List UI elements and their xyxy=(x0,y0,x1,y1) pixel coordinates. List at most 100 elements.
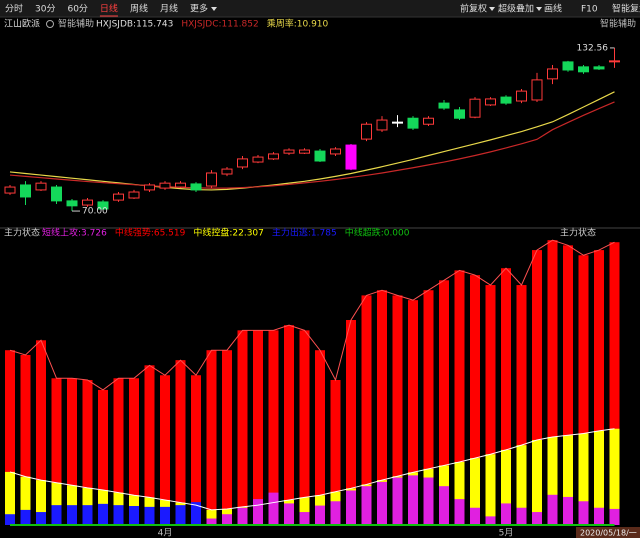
bar xyxy=(237,330,248,525)
toolbar-item[interactable]: 日线 xyxy=(100,3,118,15)
assist-icon[interactable] xyxy=(46,20,54,28)
bar xyxy=(377,481,387,525)
toolbar-item[interactable]: 智能复盘 xyxy=(612,3,640,15)
bar xyxy=(532,512,542,525)
dropdown-arrow xyxy=(210,7,217,11)
candle-body xyxy=(454,109,465,119)
toolbar-item[interactable]: F10 xyxy=(581,5,598,15)
bar xyxy=(36,512,46,525)
bar xyxy=(20,476,31,525)
bar xyxy=(253,499,263,525)
candle-body xyxy=(392,121,403,124)
bar xyxy=(113,505,124,525)
candle-body xyxy=(82,199,93,206)
toolbar-item[interactable]: 60分 xyxy=(67,4,87,15)
bar xyxy=(299,512,310,525)
legend-entry: 中线强势:65.519 xyxy=(115,227,186,239)
assist-label-right[interactable]: 智能辅助 xyxy=(600,18,636,30)
bar xyxy=(501,268,511,525)
bar xyxy=(501,449,511,525)
bar xyxy=(547,436,558,525)
bar xyxy=(268,492,279,525)
bar xyxy=(222,350,232,525)
bar xyxy=(439,486,449,525)
candle-body xyxy=(97,201,109,210)
legend-entry: 中线控盘:22.307 xyxy=(193,227,264,239)
x-tick-label: 5月 xyxy=(499,528,514,538)
bar xyxy=(144,365,155,525)
bar xyxy=(253,330,263,525)
bar xyxy=(206,509,217,525)
candle-body xyxy=(314,150,326,162)
bar xyxy=(237,507,248,525)
bar xyxy=(36,340,46,525)
candle-body xyxy=(500,96,512,104)
bar xyxy=(516,445,527,525)
bar xyxy=(82,505,93,525)
cursor-date: 2020/05/18/一 xyxy=(580,529,637,538)
ma-line xyxy=(9,101,615,189)
toolbar-bg xyxy=(0,0,640,17)
toolbar-item[interactable]: 更多 xyxy=(190,3,208,15)
candle-body xyxy=(175,182,186,188)
bar xyxy=(20,509,31,525)
bar xyxy=(454,461,465,525)
indicator-line xyxy=(9,239,615,391)
x-tick-label: 4月 xyxy=(158,528,173,538)
toolbar-item[interactable]: 30分 xyxy=(35,4,55,15)
legend-entry: 主力出逃:1.785 xyxy=(272,227,337,239)
annotation-label: 70.00 xyxy=(82,207,108,217)
bar xyxy=(5,514,15,525)
toolbar-item[interactable]: 画线 xyxy=(544,3,562,15)
candle-body xyxy=(609,60,620,63)
toolbar-item[interactable]: 前复权 xyxy=(460,3,487,15)
panel-title: 主力状态 xyxy=(4,227,40,239)
bar xyxy=(144,506,155,525)
bar xyxy=(129,506,139,525)
bar xyxy=(284,503,294,525)
bar xyxy=(175,360,186,525)
bar xyxy=(361,295,372,525)
bar xyxy=(377,290,387,525)
toolbar-item[interactable]: 分时 xyxy=(5,3,23,15)
candle-body xyxy=(578,66,589,73)
toolbar-item[interactable]: 周线 xyxy=(130,3,148,15)
bar xyxy=(206,518,217,525)
bar xyxy=(191,375,201,525)
bar xyxy=(563,496,573,525)
stock-name: 江山欧派 xyxy=(4,18,40,30)
bar xyxy=(594,507,604,525)
candle-body xyxy=(376,119,388,131)
candle-body xyxy=(221,168,233,175)
panel-title-right: 主力状态 xyxy=(560,227,596,239)
candle-body xyxy=(330,148,341,155)
candle-body xyxy=(407,117,419,129)
assist-label[interactable]: 智能辅助 xyxy=(58,18,94,30)
bar xyxy=(315,505,325,525)
dropdown-arrow xyxy=(536,7,543,11)
candle-body xyxy=(438,102,450,109)
candle-body xyxy=(283,149,295,154)
bar xyxy=(578,433,589,525)
toolbar-item[interactable]: 超级叠加 xyxy=(498,3,534,15)
bar xyxy=(51,482,62,525)
bar xyxy=(454,499,465,525)
toolbar-item[interactable]: 月线 xyxy=(160,3,178,15)
ma-line xyxy=(9,91,615,191)
candle-body xyxy=(345,144,357,170)
bar xyxy=(501,503,511,525)
bar xyxy=(470,507,480,525)
dropdown-arrow xyxy=(489,7,496,11)
bar xyxy=(51,378,62,525)
legend-entry: 短线上攻:3.726 xyxy=(42,227,107,239)
bar xyxy=(516,285,527,525)
bar xyxy=(268,330,279,525)
bar xyxy=(160,506,170,525)
bar xyxy=(299,497,310,525)
bar xyxy=(160,375,170,525)
bar xyxy=(284,325,294,525)
bar xyxy=(299,330,310,525)
bar xyxy=(36,480,46,525)
candle-body xyxy=(51,186,62,202)
